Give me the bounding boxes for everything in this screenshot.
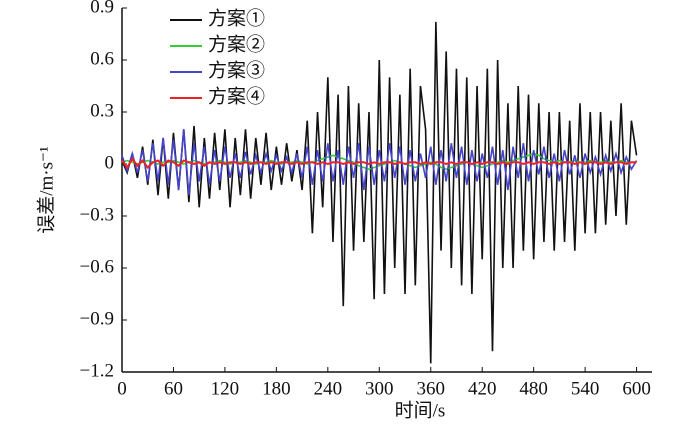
- y-tick-label: 0.6: [90, 48, 114, 69]
- series-line: [121, 156, 637, 170]
- y-tick-label: 0: [105, 152, 115, 173]
- x-tick-label: 480: [519, 378, 548, 399]
- legend-label: 方案④: [208, 85, 265, 107]
- legend-label: 方案①: [208, 7, 265, 29]
- legend-bg: [165, 87, 290, 109]
- x-tick-label: 420: [468, 378, 497, 399]
- series-line: [121, 129, 638, 196]
- y-tick-label: −0.9: [80, 308, 114, 329]
- y-tick-label: −0.6: [80, 256, 114, 277]
- legend-label: 方案②: [208, 33, 265, 55]
- series-line: [121, 21, 638, 364]
- y-tick-label: −0.3: [80, 204, 114, 225]
- x-tick-label: 360: [416, 378, 445, 399]
- x-tick-label: 600: [622, 378, 651, 399]
- x-tick-label: 540: [571, 378, 600, 399]
- y-tick-label: −1.2: [80, 360, 114, 381]
- legend-bg: [165, 35, 290, 57]
- y-axis-label: 误差/m·s⁻¹: [35, 146, 57, 234]
- y-tick-label: 0.9: [90, 0, 114, 17]
- y-tick-label: 0.3: [90, 100, 114, 121]
- legend-label: 方案③: [208, 59, 265, 81]
- legend-bg: [165, 9, 290, 31]
- x-tick-label: 240: [314, 378, 343, 399]
- x-tick-label: 180: [262, 378, 291, 399]
- x-tick-label: 300: [365, 378, 394, 399]
- x-tick-label: 60: [164, 378, 183, 399]
- x-tick-label: 120: [211, 378, 240, 399]
- x-axis-label: 时间/s: [395, 399, 446, 421]
- legend-bg: [165, 61, 290, 83]
- x-tick-label: 0: [117, 378, 127, 399]
